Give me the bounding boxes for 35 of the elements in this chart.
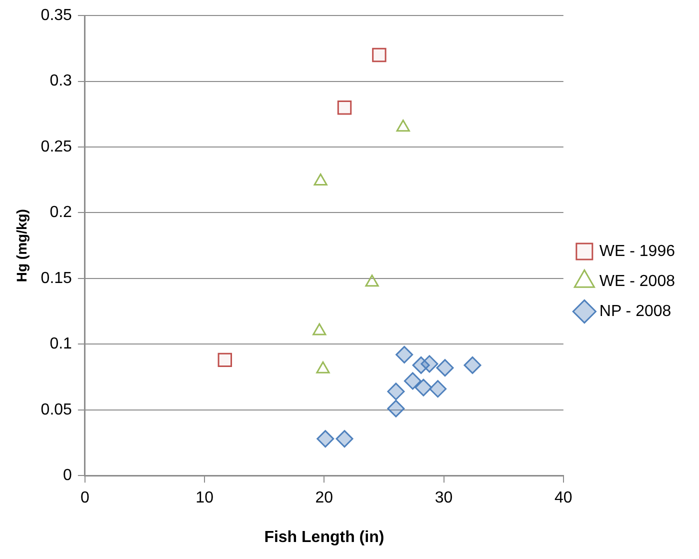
point: [387, 382, 405, 400]
y-tick-label: 0.25: [40, 138, 72, 156]
point: [420, 355, 438, 373]
point: [316, 430, 334, 448]
point: [336, 430, 354, 448]
point: [372, 48, 386, 62]
y-tick-label: 0.1: [50, 336, 72, 353]
point: [464, 356, 482, 374]
x-tick-label: 20: [315, 490, 334, 507]
point: [436, 359, 454, 377]
point: [314, 173, 328, 186]
legend-label: NP - 2008: [599, 302, 672, 320]
point: [337, 100, 352, 115]
point: [396, 346, 414, 364]
point: [396, 120, 410, 132]
y-tick-label: 0: [63, 467, 72, 484]
point: [414, 378, 432, 396]
y-axis-title: Hg (mg/kg): [13, 209, 30, 282]
point: [429, 380, 447, 398]
x-tick-label: 0: [80, 490, 90, 507]
point: [218, 352, 232, 368]
y-tick-label: 0.15: [40, 270, 72, 287]
point: [365, 274, 379, 287]
legend-label: WE - 1996: [599, 242, 676, 260]
x-tick-label: 30: [434, 490, 453, 507]
x-axis-title: Fish Length (in): [264, 528, 384, 546]
point: [387, 400, 405, 418]
x-tick-label: 10: [196, 490, 214, 507]
point: [404, 372, 422, 390]
x-tick-label: 40: [554, 490, 572, 507]
y-tick-label: 0.3: [50, 72, 72, 90]
legend-label: WE - 2008: [599, 272, 676, 290]
y-tick-label: 0.35: [40, 7, 72, 24]
y-tick-label: 0.05: [40, 401, 72, 418]
y-tick-label: 0.2: [50, 204, 72, 222]
